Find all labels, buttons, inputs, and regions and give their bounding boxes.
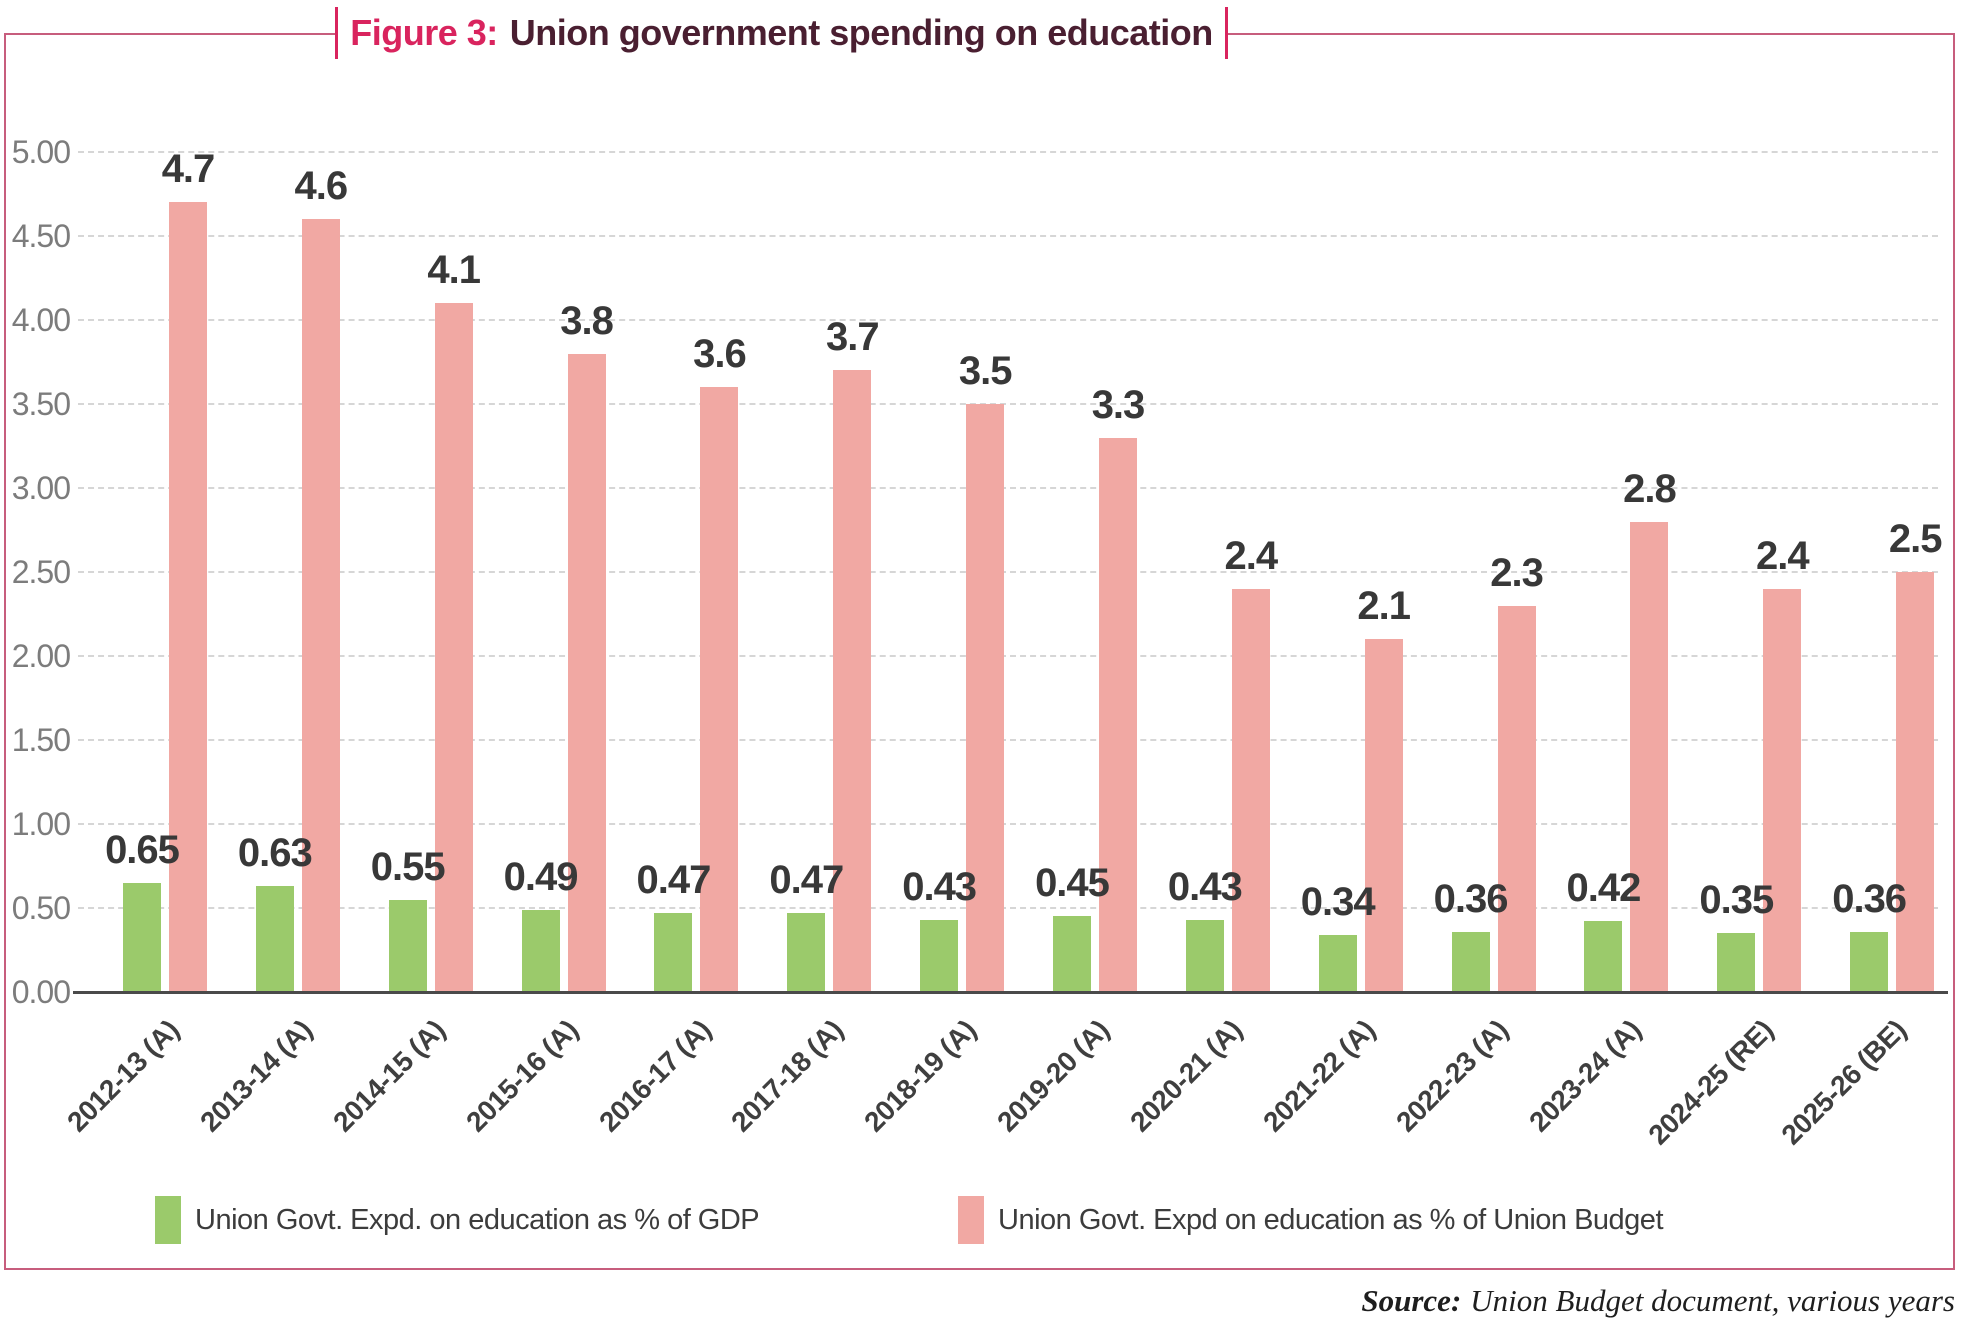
- y-tick-label: 1.50: [11, 722, 71, 758]
- bar-gdp: [1717, 933, 1756, 992]
- bar-budget: [1364, 639, 1403, 992]
- bar-value-budget: 3.7: [825, 315, 880, 360]
- y-tick-label: 4.50: [11, 218, 71, 254]
- bar-budget: [1231, 588, 1270, 992]
- bar-gdp: [1584, 921, 1623, 992]
- legend-item-budget: Union Govt. Expd on education as % of Un…: [958, 1194, 1664, 1246]
- legend-swatch-pink: [958, 1196, 984, 1244]
- bar-gdp: [388, 899, 427, 992]
- bar-value-budget: 4.6: [294, 164, 349, 209]
- bar-gdp: [920, 919, 959, 992]
- bar-value-gdp: 0.34: [1300, 879, 1376, 924]
- y-tick-label: 1.00: [11, 806, 71, 842]
- bar-value-gdp: 0.65: [105, 827, 180, 872]
- page-title: Union government spending on education: [509, 12, 1214, 53]
- y-tick-label: 2.00: [11, 638, 71, 674]
- bar-value-budget: 3.3: [1091, 382, 1146, 427]
- bar-gdp: [123, 882, 161, 992]
- bar-budget: [434, 303, 473, 992]
- source-label: Source:: [1361, 1283, 1462, 1318]
- grid-line: [78, 739, 1938, 741]
- grid-line: [78, 235, 1938, 237]
- grid-line: [78, 403, 1938, 405]
- x-tick-text: 2025-26 (BE): [1775, 1014, 1913, 1151]
- source-note: Source: Union Budget document, various ye…: [1361, 1283, 1955, 1319]
- bar-budget: [833, 370, 872, 992]
- legend-label-budget: Union Govt. Expd on education as % of Un…: [998, 1203, 1664, 1236]
- bar-gdp: [787, 913, 826, 992]
- bar-value-budget: 3.5: [958, 349, 1013, 393]
- bar-value-budget: 2.1: [1357, 584, 1411, 629]
- bar-budget: [301, 219, 340, 992]
- y-tick-label: 5.00: [11, 134, 71, 170]
- legend-label-gdp: Union Govt. Expd. on education as % of G…: [195, 1203, 760, 1236]
- x-axis-line: [73, 991, 1948, 994]
- bar-budget: [1630, 521, 1669, 992]
- y-tick-label: 3.50: [11, 386, 71, 422]
- bar-value-gdp: 0.36: [1832, 876, 1907, 921]
- figure-number: Figure 3:: [350, 12, 498, 53]
- bar-budget: [1763, 588, 1802, 992]
- grid-line: [78, 823, 1938, 825]
- y-tick-label: 4.00: [11, 302, 71, 338]
- grid-line: [78, 655, 1938, 657]
- y-tick-label: 2.50: [11, 554, 71, 590]
- bar-value-gdp: 0.49: [503, 854, 579, 899]
- bar-value-budget: 2.5: [1888, 517, 1943, 561]
- bar-budget: [1896, 572, 1935, 992]
- bar-value-budget: 2.4: [1755, 533, 1810, 578]
- figure-title: Figure 3: Union government spending on e…: [335, 7, 1228, 59]
- bar-value-gdp: 0.43: [1167, 864, 1243, 909]
- bar-value-budget: 2.8: [1623, 466, 1677, 511]
- bar-value-budget: 3.8: [560, 298, 614, 343]
- bar-gdp: [654, 913, 693, 992]
- source-text: Union Budget document, various years: [1470, 1283, 1955, 1318]
- bar-value-budget: 4.7: [161, 147, 216, 192]
- bar-value-gdp: 0.63: [237, 831, 313, 876]
- legend-item-gdp: Union Govt. Expd. on education as % of G…: [155, 1194, 760, 1246]
- bar-budget: [169, 202, 207, 992]
- bar-gdp: [255, 886, 294, 992]
- y-tick-label: 0.00: [11, 974, 71, 1010]
- x-tick-label: 2025-26 (BE): [1610, 1014, 1913, 1151]
- bar-value-gdp: 0.45: [1035, 861, 1110, 906]
- bar-value-gdp: 0.55: [370, 844, 446, 889]
- grid-line: [78, 487, 1938, 489]
- bar-gdp: [1451, 931, 1490, 992]
- grid-line: [78, 319, 1938, 321]
- bar-gdp: [1053, 916, 1091, 992]
- bar-value-budget: 2.3: [1490, 550, 1544, 595]
- bar-budget: [700, 387, 739, 992]
- bar-gdp: [521, 909, 560, 992]
- bar-value-budget: 3.6: [693, 332, 747, 377]
- grid-line: [78, 907, 1938, 909]
- legend-swatch-green: [155, 1196, 181, 1244]
- bar-budget: [1099, 437, 1137, 992]
- bar-value-budget: 4.1: [427, 248, 481, 293]
- grid-line: [78, 151, 1938, 153]
- bar-gdp: [1318, 934, 1357, 992]
- y-tick-label: 3.00: [11, 470, 71, 506]
- bar-budget: [966, 404, 1005, 992]
- bar-budget: [1497, 605, 1536, 992]
- bar-value-gdp: 0.42: [1566, 866, 1641, 911]
- bar-value-gdp: 0.47: [769, 858, 844, 903]
- bar-value-gdp: 0.35: [1699, 878, 1774, 923]
- bar-value-gdp: 0.43: [902, 864, 977, 909]
- y-tick-label: 0.50: [11, 890, 71, 926]
- bar-value-budget: 2.4: [1224, 533, 1279, 578]
- bar-gdp: [1185, 919, 1224, 992]
- bar-gdp: [1850, 931, 1889, 992]
- bar-value-gdp: 0.36: [1433, 876, 1509, 921]
- bar-value-gdp: 0.47: [636, 858, 711, 903]
- grid-line: [78, 571, 1938, 573]
- bar-budget: [567, 353, 606, 992]
